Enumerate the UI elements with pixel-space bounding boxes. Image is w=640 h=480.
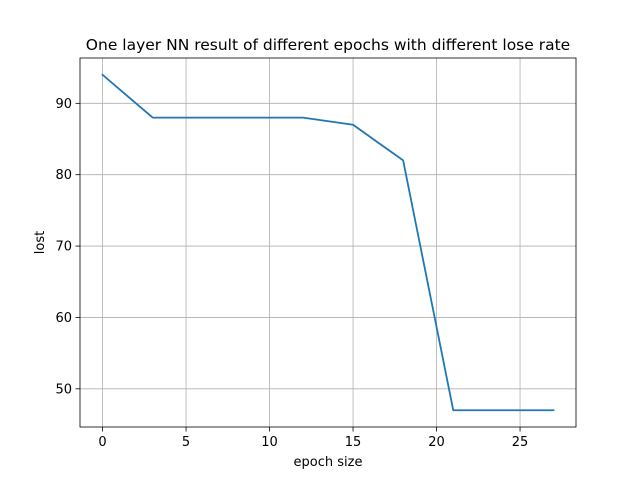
axis-ticks: 0 5 10 15 20 25 50 60 70 80 90 — [55, 97, 528, 450]
y-tick-label: 80 — [55, 168, 72, 183]
x-tick-label: 15 — [345, 435, 362, 450]
x-tick-label: 0 — [98, 435, 106, 450]
plot-frame — [79, 57, 577, 428]
series-line — [101, 73, 555, 412]
x-tick-label: 20 — [428, 435, 445, 450]
y-axis-label: lost — [33, 231, 48, 254]
x-tick-label: 25 — [512, 435, 529, 450]
grid-lines — [80, 58, 576, 427]
y-tick-label: 50 — [55, 382, 72, 397]
x-tick-label: 10 — [261, 435, 278, 450]
x-tick-label: 5 — [182, 435, 190, 450]
series-layer — [101, 73, 555, 412]
plot-area — [80, 58, 576, 427]
x-axis-label: epoch size — [294, 455, 363, 470]
chart-title: One layer NN result of different epochs … — [86, 36, 570, 54]
y-tick-label: 90 — [55, 97, 72, 112]
y-tick-label: 60 — [55, 311, 72, 326]
y-tick-label: 70 — [55, 240, 72, 255]
